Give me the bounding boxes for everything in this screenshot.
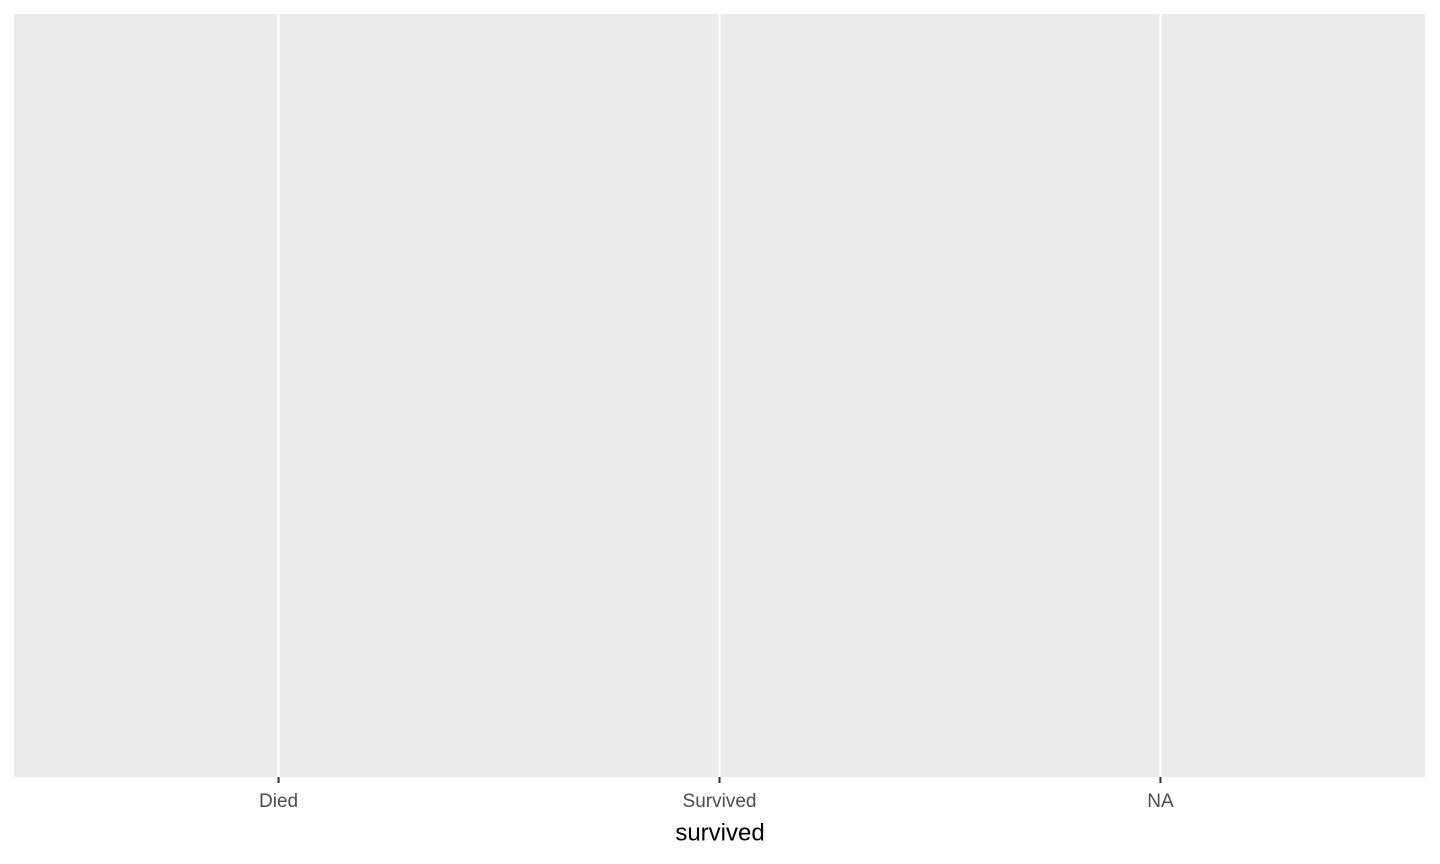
x-axis-title: survived bbox=[675, 819, 764, 846]
x-tick-label: Died bbox=[259, 791, 298, 812]
x-tick-label: Survived bbox=[683, 791, 757, 812]
x-tick-label: NA bbox=[1147, 791, 1174, 812]
